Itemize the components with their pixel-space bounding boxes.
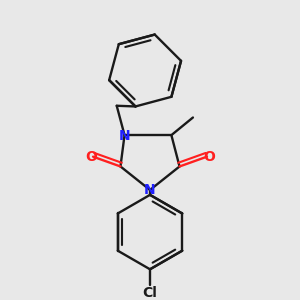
Text: O: O	[85, 150, 97, 164]
Text: O: O	[203, 150, 215, 164]
Text: N: N	[144, 183, 156, 197]
Text: Cl: Cl	[142, 286, 158, 300]
Text: N: N	[119, 129, 130, 143]
